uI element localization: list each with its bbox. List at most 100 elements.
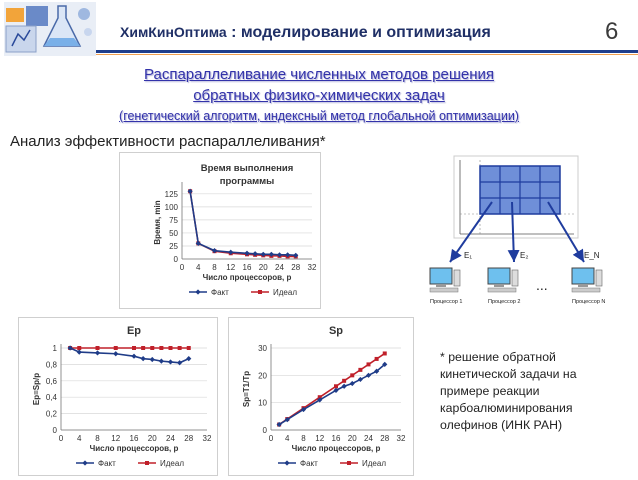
x-tick-label: 20 <box>148 434 157 443</box>
x-tick-label: 0 <box>180 263 185 272</box>
sp-chart-panel: Sp 0 10 20 30 0 4 8 12 16 20 24 28 32 Число процессоро… <box>228 317 414 476</box>
computer-icon-n <box>571 267 603 293</box>
brand-name: ХимКинОптима <box>120 24 227 40</box>
data-point-fact <box>349 380 355 387</box>
data-point-fact <box>67 345 73 351</box>
chart-title: Sp <box>329 325 343 337</box>
x-axis-label: Число процессоров, p <box>203 273 292 282</box>
y-tick-label: 1 <box>53 344 58 353</box>
data-point-ideal <box>159 346 164 350</box>
x-tick-label: 32 <box>397 434 406 443</box>
x-tick-label: 16 <box>130 434 139 443</box>
data-point-fact <box>317 397 323 403</box>
x-tick-label: 24 <box>364 434 373 443</box>
data-point-ideal <box>342 378 347 383</box>
data-point-fact <box>365 372 372 378</box>
x-tick-label: 4 <box>285 434 290 443</box>
time-chart-panel: Время выполнения программы 0 25 50 75 100 125 0 4… <box>119 152 321 309</box>
y-axis-label: Sp=T1/Tp <box>242 371 251 407</box>
data-point-fact <box>76 349 82 355</box>
chart-title: Время выполнения <box>201 163 293 174</box>
legend-label: Факт <box>98 459 116 468</box>
x-tick-label: 12 <box>226 263 235 272</box>
chart-title: программы <box>220 176 275 187</box>
data-point-ideal <box>374 356 379 361</box>
data-point-fact <box>382 361 388 367</box>
data-point-fact <box>374 368 380 374</box>
x-tick-label: 16 <box>332 434 341 443</box>
data-point-fact <box>285 252 291 258</box>
x-tick-label: 12 <box>315 434 324 443</box>
footnote: * решение обратной кинетической задачи н… <box>440 349 630 434</box>
ellipsis: ... <box>536 277 548 293</box>
data-point-fact <box>228 249 234 255</box>
y-tick-label: 20 <box>258 371 267 380</box>
data-point-ideal <box>366 362 371 367</box>
data-point-fact <box>186 356 192 362</box>
data-point-ideal <box>186 346 191 350</box>
data-point-fact <box>195 240 201 246</box>
data-point-ideal <box>141 346 146 350</box>
label-e2: E₂ <box>520 251 528 260</box>
data-point-fact <box>149 356 155 363</box>
data-point-fact <box>187 188 193 194</box>
data-point-fact <box>131 353 137 359</box>
data-point-fact <box>113 351 119 357</box>
legend-label: Идеал <box>362 459 386 468</box>
x-tick-label: 24 <box>275 263 284 272</box>
legend-marker <box>258 290 262 294</box>
sp-chart: Sp 0 10 20 30 0 4 8 12 16 20 24 28 32 Число процессоро… <box>242 325 406 468</box>
y-tick-label: 0,8 <box>46 360 58 369</box>
computer-label-1: Процессор 1 <box>430 299 462 305</box>
data-point-fact <box>244 250 250 256</box>
data-point-fact <box>284 417 290 423</box>
x-tick-label: 24 <box>166 434 175 443</box>
data-point-fact <box>268 251 274 257</box>
x-tick-label: 16 <box>243 263 252 272</box>
legend-marker <box>195 289 201 295</box>
computer-label-2: Процессор 2 <box>488 299 520 305</box>
legend-marker <box>82 460 88 466</box>
x-tick-label: 12 <box>111 434 120 443</box>
data-point-fact <box>276 252 283 258</box>
x-tick-label: 28 <box>184 434 193 443</box>
x-tick-label: 20 <box>348 434 357 443</box>
y-tick-label: 0,6 <box>46 377 58 386</box>
legend-marker <box>347 461 351 465</box>
legend-label: Идеал <box>160 459 184 468</box>
data-point-ideal <box>334 384 338 389</box>
data-point-fact <box>260 251 266 257</box>
arrow-n <box>547 201 585 263</box>
y-tick-label: 0 <box>174 255 179 264</box>
data-point-fact <box>211 248 218 254</box>
data-point-ideal <box>168 346 173 350</box>
footnote-line: кинетической задачи на <box>440 367 577 381</box>
x-tick-label: 20 <box>259 263 268 272</box>
x-tick-label: 4 <box>196 263 201 272</box>
parallel-diagram: E₁ E₂ E_N ... Процессор 1 Процессор 2 Пр… <box>429 155 605 305</box>
x-axis-label: Число процессоров, p <box>90 444 179 453</box>
data-point-ideal <box>382 351 387 356</box>
header-accent-line <box>96 54 638 55</box>
data-point-ideal <box>150 346 155 350</box>
data-point-fact <box>293 252 299 258</box>
footnote-line: олефинов (ИНК РАН) <box>440 418 563 432</box>
subtitle-line-3: (генетический алгоритм, индексный метод … <box>119 109 519 123</box>
y-axis-label: Время, min <box>153 200 162 244</box>
x-tick-label: 8 <box>95 434 100 443</box>
y-tick-label: 30 <box>258 344 267 353</box>
header-title: ХимКинОптима : моделирование и оптимизац… <box>120 24 491 42</box>
data-point-fact <box>333 387 339 393</box>
legend-label: Факт <box>300 459 318 468</box>
computer-icon-1 <box>429 267 461 293</box>
arrow-1 <box>449 201 493 263</box>
data-point-fact <box>94 350 101 356</box>
data-point-fact <box>252 251 258 257</box>
y-tick-label: 25 <box>169 242 178 251</box>
x-tick-label: 8 <box>212 263 217 272</box>
arrow-2 <box>507 201 520 263</box>
data-point-fact <box>357 376 363 383</box>
footnote-line: * решение обратной <box>440 350 556 364</box>
x-tick-label: 28 <box>291 263 300 272</box>
logo <box>4 2 96 56</box>
